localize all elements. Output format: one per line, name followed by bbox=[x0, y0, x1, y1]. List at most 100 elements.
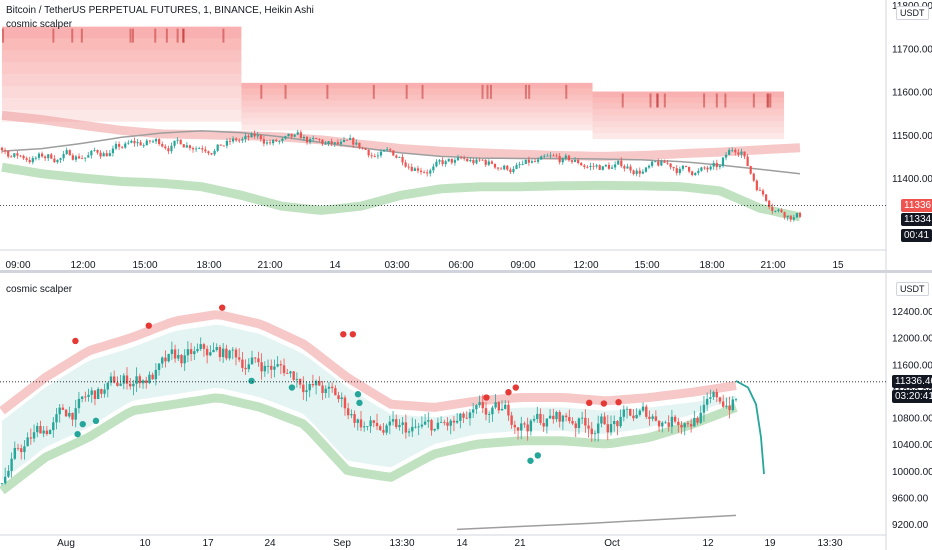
bottom-currency-badge[interactable]: USDT bbox=[896, 282, 929, 296]
candle-body bbox=[202, 344, 206, 349]
candle-body bbox=[321, 385, 324, 393]
candle-body bbox=[555, 155, 558, 157]
candle-body bbox=[407, 431, 411, 433]
candle-body bbox=[53, 158, 56, 163]
candle-body bbox=[362, 426, 366, 428]
candle-body bbox=[84, 396, 87, 398]
candle-body bbox=[432, 166, 435, 171]
candle-body bbox=[697, 170, 700, 174]
candle-body bbox=[353, 414, 356, 423]
candle-body bbox=[262, 139, 265, 144]
candle-body bbox=[552, 415, 555, 420]
candle-body bbox=[469, 160, 472, 162]
symbol-title[interactable]: Bitcoin / TetherUS PERPETUAL FUTURES, 1,… bbox=[6, 5, 314, 16]
candle-body bbox=[699, 412, 702, 423]
candle-body bbox=[170, 145, 173, 152]
bottom-candles bbox=[0, 337, 738, 486]
candle-body bbox=[154, 369, 158, 380]
candle-body bbox=[282, 365, 286, 374]
candle-body bbox=[438, 160, 441, 162]
candle-body bbox=[64, 409, 68, 417]
candle-body bbox=[114, 144, 118, 149]
candle-body bbox=[524, 159, 527, 164]
resistance-zone-tick bbox=[326, 84, 329, 99]
candle-body bbox=[681, 165, 685, 169]
candle-body bbox=[151, 374, 154, 380]
bottom-y-tick-label: 11600.00 bbox=[892, 360, 932, 371]
top-currency-badge[interactable]: USDT bbox=[896, 6, 929, 20]
long-moving-average-line bbox=[457, 514, 737, 531]
bottom-indicator-label[interactable]: cosmic scalper bbox=[6, 284, 73, 295]
candle-body bbox=[792, 217, 795, 220]
bottom-y-tick-label: 10800.00 bbox=[892, 414, 932, 425]
candle-body bbox=[395, 419, 398, 428]
candle-body bbox=[225, 348, 228, 359]
candle-body bbox=[426, 172, 429, 174]
candle-body bbox=[278, 141, 281, 142]
resistance-zone-tick bbox=[176, 28, 179, 43]
candle-body bbox=[112, 376, 116, 383]
bottom-x-tick-label: 14 bbox=[456, 538, 468, 549]
candle-body bbox=[419, 170, 423, 172]
bottom-x-tick-label: 10 bbox=[139, 538, 151, 549]
candle-body bbox=[346, 408, 350, 416]
candle-body bbox=[96, 389, 100, 400]
candle-body bbox=[635, 170, 638, 175]
candle-body bbox=[694, 173, 697, 176]
top-y-tick-label: 11400.00 bbox=[892, 174, 932, 185]
candle-body bbox=[706, 167, 709, 170]
candle-body bbox=[500, 408, 504, 411]
candle-body bbox=[584, 417, 587, 426]
candle-body bbox=[413, 168, 416, 171]
candle-body bbox=[494, 402, 497, 408]
candle-body bbox=[302, 136, 306, 139]
candle-body bbox=[795, 213, 799, 218]
resistance-zone-band bbox=[592, 133, 785, 140]
candle-body bbox=[10, 458, 13, 471]
candle-body bbox=[290, 133, 293, 137]
candle-body bbox=[173, 140, 176, 146]
candle-body bbox=[463, 158, 466, 159]
candle-body bbox=[509, 169, 512, 172]
candle-body bbox=[127, 142, 130, 144]
candle-body bbox=[305, 136, 309, 143]
candle-body bbox=[512, 168, 515, 172]
candle-body bbox=[254, 357, 257, 359]
candle-body bbox=[90, 390, 93, 395]
candle-body bbox=[675, 168, 678, 174]
candle-body bbox=[654, 416, 658, 421]
candle-body bbox=[308, 384, 311, 391]
candle-body bbox=[339, 141, 343, 144]
candle-body bbox=[191, 148, 195, 150]
bottom-countdown-tag: 03:20:41 bbox=[892, 390, 932, 403]
candle-body bbox=[388, 421, 392, 426]
resistance-zone-band bbox=[241, 124, 593, 131]
candle-body bbox=[20, 448, 23, 453]
candle-body bbox=[167, 148, 170, 152]
resistance-zone-tick bbox=[182, 28, 185, 43]
candle-body bbox=[296, 132, 299, 135]
candle-body bbox=[50, 154, 53, 159]
candle-body bbox=[292, 371, 295, 380]
candle-body bbox=[629, 166, 632, 171]
candle-body bbox=[299, 132, 302, 139]
candle-body bbox=[355, 142, 358, 145]
top-y-tick-label: 11700.00 bbox=[892, 44, 932, 55]
candle-body bbox=[228, 350, 231, 359]
candle-body bbox=[510, 415, 513, 425]
candle-body bbox=[607, 164, 611, 169]
top-indicator-label[interactable]: cosmic scalper bbox=[6, 19, 73, 30]
top-bar-close-tag: 11334.40 bbox=[901, 213, 932, 226]
resistance-zone-tick bbox=[131, 28, 134, 43]
candle-body bbox=[52, 422, 55, 431]
candle-body bbox=[176, 139, 179, 141]
candle-body bbox=[641, 406, 645, 411]
candle-body bbox=[410, 166, 413, 171]
candle-body bbox=[459, 157, 463, 159]
top-countdown-tag: 00:41 bbox=[901, 229, 932, 242]
candle-body bbox=[686, 423, 690, 425]
candle-body bbox=[4, 476, 7, 484]
candle-body bbox=[590, 428, 593, 435]
candle-body bbox=[74, 156, 78, 160]
